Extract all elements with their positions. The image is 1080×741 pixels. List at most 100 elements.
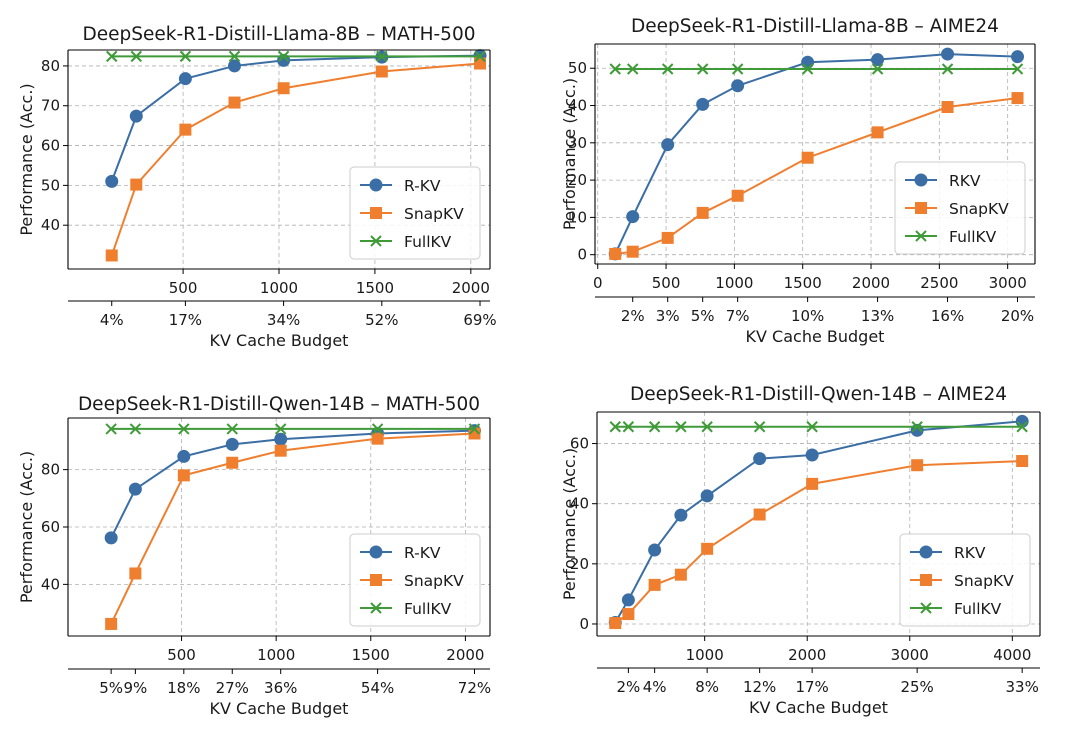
y-tick-label: 30 xyxy=(568,134,587,152)
data-point-snapkv xyxy=(941,101,954,114)
data-point-rkv xyxy=(129,109,143,123)
legend-label: SnapKV xyxy=(949,200,1009,218)
legend-item-snapkv: SnapKV xyxy=(910,572,1014,590)
data-point-fullkv xyxy=(178,423,190,435)
legend-marker xyxy=(369,178,383,192)
data-point-fullkv xyxy=(731,63,744,75)
data-point-snapkv xyxy=(474,57,487,70)
secondary-tick-label: 18% xyxy=(167,679,200,697)
data-point-rkv xyxy=(621,593,635,607)
data-point-rkv xyxy=(227,59,241,73)
legend: R-KV SnapKV FullKV xyxy=(349,533,481,627)
series-fullkv xyxy=(609,63,1024,75)
data-point-rkv xyxy=(801,55,815,69)
x-tick-label: 2000 xyxy=(452,279,490,297)
data-point-fullkv xyxy=(609,63,621,75)
data-point-fullkv xyxy=(179,50,192,63)
data-point-fullkv xyxy=(228,50,241,63)
legend: RKV SnapKV FullKV xyxy=(894,161,1026,255)
series-fullkv xyxy=(105,423,481,435)
data-point-fullkv xyxy=(753,421,766,433)
series-rkv xyxy=(104,424,481,545)
data-point-rkv xyxy=(941,47,955,61)
x-tick-label: 1000 xyxy=(686,646,724,664)
y-tick-label: 20 xyxy=(568,171,587,189)
x-tick-label: 1000 xyxy=(257,646,295,664)
chart-panel-1: DeepSeek-R1-Distill-Llama-8B – MATH-500 4… xyxy=(17,24,497,350)
secondary-tick-label: 20% xyxy=(1001,307,1034,325)
chart-title: DeepSeek-R1-Distill-Qwen-14B – AIME24 xyxy=(630,384,1007,405)
data-point-fullkv xyxy=(1016,421,1028,433)
legend-marker xyxy=(370,602,382,614)
data-point-fullkv xyxy=(661,63,674,75)
data-point-fullkv xyxy=(371,423,384,435)
legend-marker xyxy=(919,545,933,559)
legend-marker xyxy=(370,574,382,586)
y-tick-label: 80 xyxy=(41,461,60,479)
data-point-snapkv xyxy=(696,206,709,219)
legend-marker xyxy=(370,207,382,219)
series-snapkv xyxy=(609,92,1024,260)
data-point-fullkv xyxy=(941,63,954,75)
legend-item-snapkv: SnapKV xyxy=(905,200,1009,218)
y-tick-label: 60 xyxy=(570,435,589,453)
data-point-fullkv xyxy=(106,50,118,63)
legend-marker xyxy=(914,173,928,187)
legend-item-fullkv: FullKV xyxy=(910,600,1002,618)
x-tick-label: 1500 xyxy=(784,274,822,292)
data-point-snapkv xyxy=(801,151,814,164)
legend-item-rkv: R-KV xyxy=(360,177,441,195)
data-point-rkv xyxy=(1011,50,1025,64)
legend-item-rkv: R-KV xyxy=(360,544,441,562)
legend-box xyxy=(349,166,481,260)
y-tick-label: 60 xyxy=(41,518,60,536)
legend-marker xyxy=(920,574,932,586)
secondary-tick-label: 16% xyxy=(931,307,964,325)
data-point-rkv xyxy=(700,489,714,503)
secondary-tick-label: 10% xyxy=(791,307,824,325)
x-tick-label: 1500 xyxy=(352,646,390,664)
data-point-snapkv xyxy=(277,82,290,95)
data-point-snapkv xyxy=(622,608,635,621)
legend-label: R-KV xyxy=(404,177,441,195)
y-axis-title: Performance (Acc.) xyxy=(560,78,579,230)
y-tick-label: 0 xyxy=(579,615,589,633)
secondary-tick-label: 2% xyxy=(621,307,645,325)
data-point-fullkv xyxy=(1011,63,1024,75)
x-tick-label: 500 xyxy=(169,279,198,297)
data-point-rkv xyxy=(177,449,191,463)
data-point-fullkv xyxy=(627,63,639,75)
data-point-snapkv xyxy=(674,568,687,581)
legend-label: RKV xyxy=(949,172,981,190)
legend: R-KV SnapKV FullKV xyxy=(349,166,481,260)
secondary-tick-label: 3% xyxy=(656,307,680,325)
secondary-tick-label: 13% xyxy=(861,307,894,325)
data-point-rkv xyxy=(871,53,885,67)
data-point-rkv xyxy=(225,437,239,451)
y-axis-title: Performance (Acc.) xyxy=(560,448,579,600)
chart-title: DeepSeek-R1-Distill-Qwen-14B – MATH-500 xyxy=(78,394,480,415)
data-point-fullkv xyxy=(129,423,142,435)
secondary-tick-label: 9% xyxy=(123,679,147,697)
data-point-snapkv xyxy=(609,617,622,630)
x-tick-label: 1500 xyxy=(356,279,394,297)
series-snapkv xyxy=(105,427,481,630)
legend-marker xyxy=(915,230,927,242)
y-tick-label: 60 xyxy=(41,137,60,155)
x-tick-label: 1000 xyxy=(260,279,298,297)
legend-item-fullkv: FullKV xyxy=(905,228,997,246)
y-axis-title: Performance (Acc.) xyxy=(17,451,36,603)
data-point-fullkv xyxy=(277,50,290,63)
chart-panel-3: DeepSeek-R1-Distill-Qwen-14B – MATH-500 4… xyxy=(17,394,491,718)
y-axis-title: Performance (Acc.) xyxy=(17,83,36,235)
data-point-fullkv xyxy=(675,421,687,433)
y-tick-label: 40 xyxy=(41,575,60,593)
x-tick-label: 4000 xyxy=(993,646,1031,664)
secondary-tick-label: 52% xyxy=(365,311,398,329)
secondary-tick-label: 5% xyxy=(691,307,715,325)
secondary-tick-label: 7% xyxy=(726,307,750,325)
secondary-tick-label: 34% xyxy=(267,311,300,329)
data-point-rkv xyxy=(104,531,118,545)
data-point-snapkv xyxy=(228,96,241,109)
